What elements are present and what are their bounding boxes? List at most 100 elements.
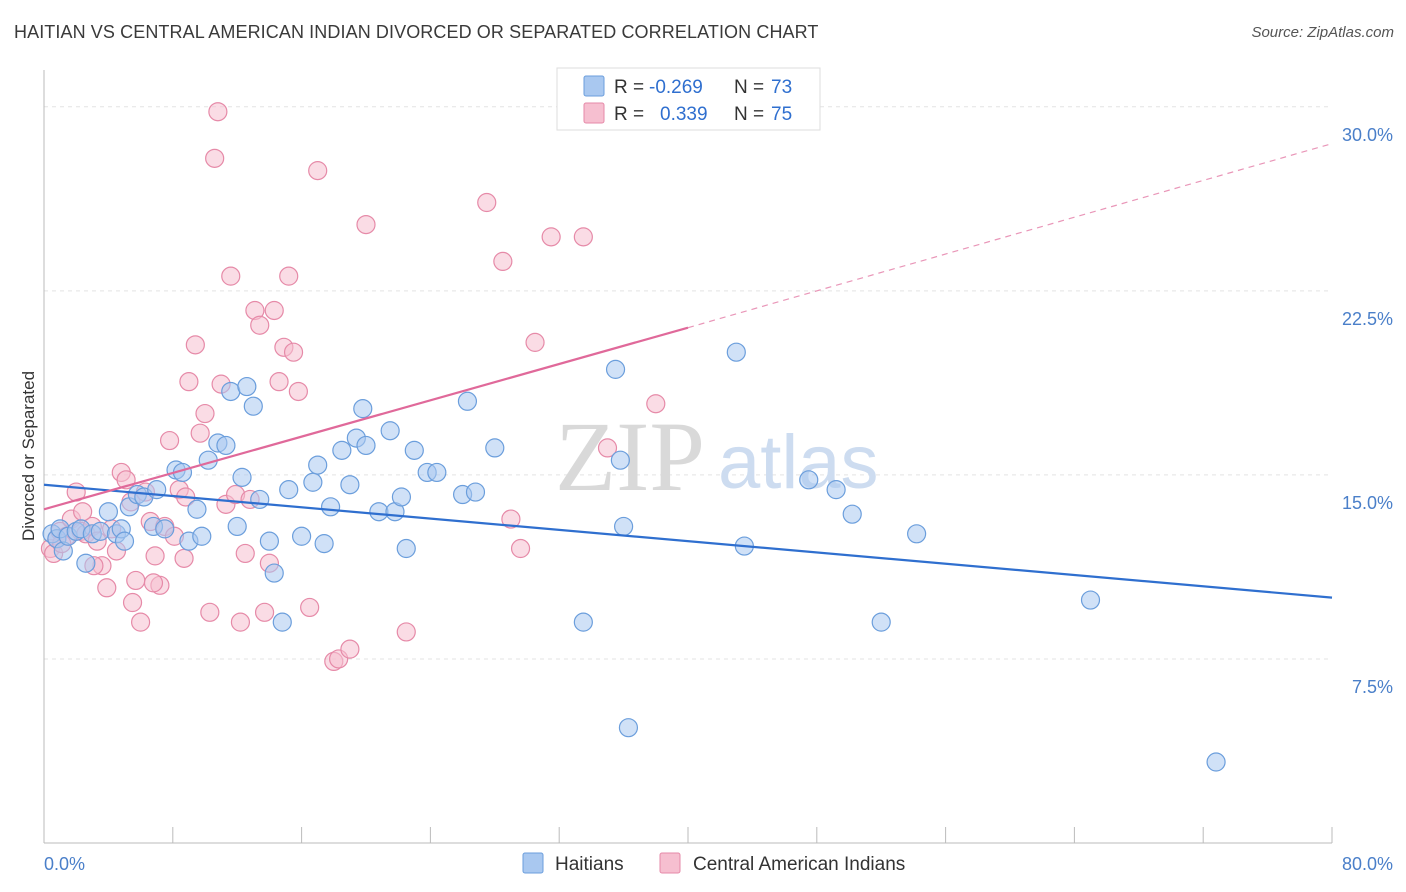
legend-n-label-haitians: N = xyxy=(734,77,764,98)
point-haitians xyxy=(272,612,292,632)
point-haitians xyxy=(605,359,626,379)
bottom-legend-label-haitians: Haitians xyxy=(555,854,624,875)
legend-swatch-cai xyxy=(583,102,605,124)
point-central-american-indians xyxy=(230,612,251,632)
point-haitians xyxy=(227,516,247,537)
point-central-american-indians xyxy=(597,438,618,458)
point-central-american-indians xyxy=(501,509,521,529)
point-haitians xyxy=(871,612,891,632)
bottom-legend: Haitians Central American Indians xyxy=(522,852,905,875)
y-tick-label: 30.0% xyxy=(1342,125,1393,145)
y-tick-label: 7.5% xyxy=(1352,677,1393,697)
point-central-american-indians xyxy=(541,227,561,247)
legend-r-label-cai: R = xyxy=(614,104,644,125)
legend-n-value-cai: 75 xyxy=(771,104,792,125)
point-haitians xyxy=(98,502,119,522)
point-haitians xyxy=(613,516,634,537)
point-haitians xyxy=(216,435,236,456)
point-haitians xyxy=(320,497,341,517)
point-haitians xyxy=(192,526,212,546)
point-central-american-indians xyxy=(250,315,270,335)
point-haitians xyxy=(380,421,400,441)
point-haitians xyxy=(457,391,478,411)
point-haitians xyxy=(369,502,389,522)
point-haitians xyxy=(485,438,505,458)
legend-box: R = -0.269 N = 73 R = 0.339 N = 75 xyxy=(556,67,821,131)
y-tick-labels: 7.5% 15.0% 22.5% 30.0% xyxy=(1342,125,1393,697)
point-haitians xyxy=(799,470,819,490)
point-haitians xyxy=(76,553,96,573)
point-haitians xyxy=(243,396,263,416)
point-haitians xyxy=(1206,752,1226,772)
point-central-american-indians xyxy=(179,372,199,392)
point-central-american-indians xyxy=(525,332,545,352)
point-haitians xyxy=(573,612,593,632)
point-central-american-indians xyxy=(126,570,146,591)
point-haitians xyxy=(726,342,746,362)
point-central-american-indians xyxy=(208,102,228,122)
point-central-american-indians xyxy=(73,502,93,522)
point-haitians xyxy=(303,472,323,492)
trend-lines xyxy=(43,143,1333,599)
point-haitians xyxy=(340,475,360,495)
legend-swatch-haitians xyxy=(583,75,605,97)
point-haitians xyxy=(221,381,241,402)
point-central-american-indians xyxy=(646,394,666,414)
point-central-american-indians xyxy=(143,573,164,593)
chart-source: Source: ZipAtlas.com xyxy=(1251,24,1394,41)
point-haitians xyxy=(308,455,328,475)
point-haitians xyxy=(842,504,862,524)
point-haitians xyxy=(264,563,284,583)
point-central-american-indians xyxy=(340,639,360,659)
point-central-american-indians xyxy=(205,148,225,168)
point-haitians xyxy=(187,499,207,519)
point-central-american-indians xyxy=(131,612,151,632)
legend-n-label-cai: N = xyxy=(734,104,764,125)
point-haitians xyxy=(90,521,110,541)
x-tick-label-max: 80.0% xyxy=(1342,854,1393,874)
point-haitians xyxy=(396,538,416,559)
series-central-american-indians xyxy=(40,102,666,672)
point-central-american-indians xyxy=(122,592,143,613)
gridlines xyxy=(44,106,1332,660)
point-central-american-indians xyxy=(200,602,220,622)
point-central-american-indians xyxy=(264,300,284,321)
point-central-american-indians xyxy=(288,381,308,402)
trend-line-haitians xyxy=(43,483,1333,599)
point-central-american-indians xyxy=(254,602,275,622)
point-central-american-indians xyxy=(510,538,531,559)
trend-line-cai-extension xyxy=(687,143,1333,329)
bottom-legend-swatch-haitians xyxy=(522,852,544,874)
point-central-american-indians xyxy=(477,192,497,213)
point-haitians xyxy=(353,399,373,419)
point-central-american-indians xyxy=(221,266,241,286)
point-central-american-indians xyxy=(235,543,255,564)
series-haitians xyxy=(42,342,1226,772)
point-haitians xyxy=(465,482,486,502)
point-haitians xyxy=(250,489,270,510)
point-haitians xyxy=(279,480,299,500)
point-central-american-indians xyxy=(300,597,320,618)
bottom-legend-label-cai: Central American Indians xyxy=(693,854,905,875)
point-central-american-indians xyxy=(145,546,165,566)
point-central-american-indians xyxy=(97,578,117,598)
point-central-american-indians xyxy=(195,403,215,424)
legend-r-label-haitians: R = xyxy=(614,77,644,98)
y-axis-title: Divorced or Separated xyxy=(19,371,38,541)
point-central-american-indians xyxy=(356,215,376,235)
point-central-american-indians xyxy=(308,161,328,181)
point-central-american-indians xyxy=(396,622,416,642)
legend-n-value-haitians: 73 xyxy=(771,77,792,98)
point-haitians xyxy=(826,480,846,500)
trend-line-cai xyxy=(43,326,689,511)
point-haitians xyxy=(332,440,352,460)
watermark-atlas: atlas xyxy=(718,420,879,505)
point-central-american-indians xyxy=(174,548,194,568)
point-haitians xyxy=(356,435,376,456)
point-central-american-indians xyxy=(269,372,289,392)
point-haitians xyxy=(314,534,334,554)
chart-title: HAITIAN VS CENTRAL AMERICAN INDIAN DIVOR… xyxy=(14,22,819,42)
point-central-american-indians xyxy=(190,423,210,443)
bottom-legend-swatch-cai xyxy=(659,852,681,874)
